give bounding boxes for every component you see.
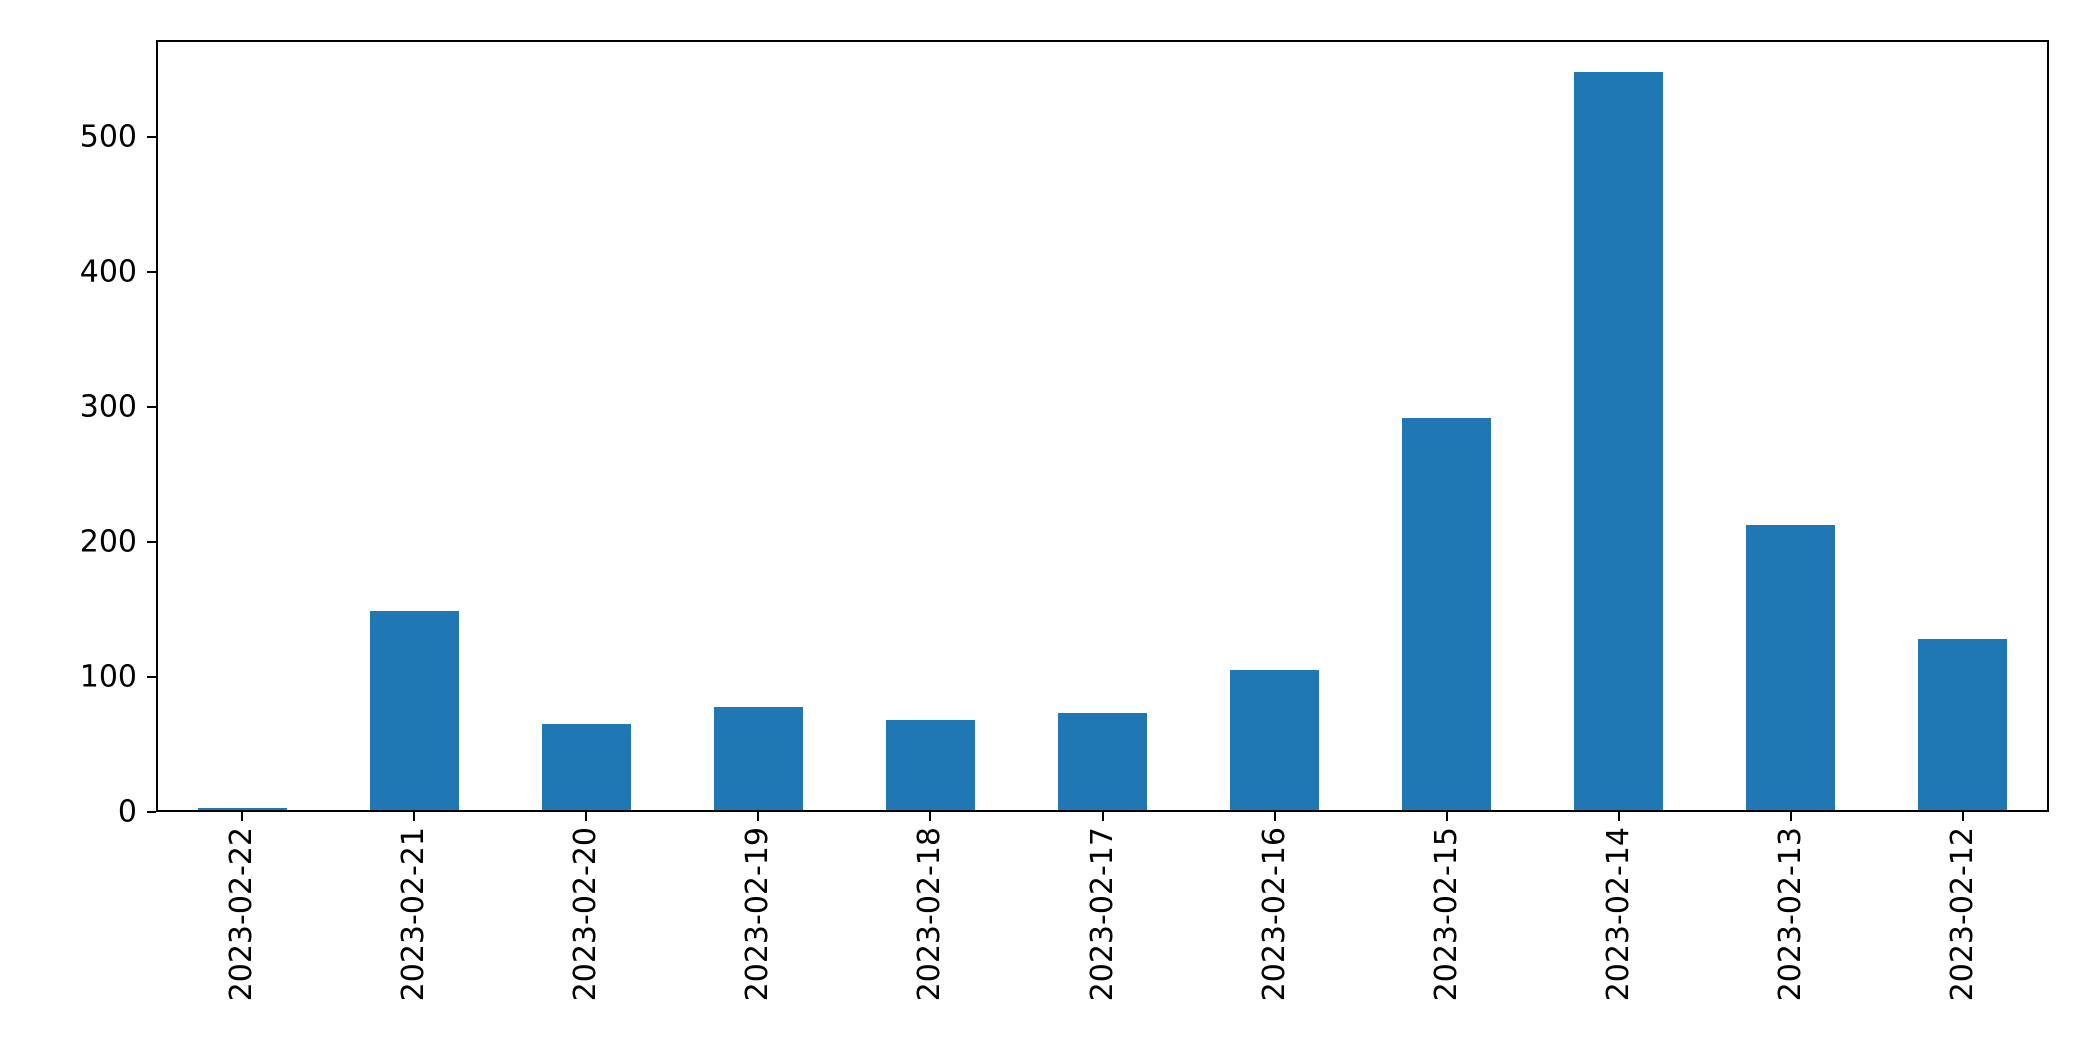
bar — [1230, 670, 1319, 812]
x-tick-mark — [1790, 812, 1792, 821]
bar — [1058, 713, 1147, 812]
x-tick-label: 2023-02-12 — [1945, 827, 1980, 1002]
y-tick-label: 300 — [79, 389, 137, 425]
x-tick-mark — [757, 812, 759, 821]
x-tick-label: 2023-02-18 — [912, 827, 947, 1002]
x-tick-mark — [413, 812, 415, 821]
x-tick-mark — [1102, 812, 1104, 821]
y-tick-mark — [147, 541, 156, 544]
y-tick-label: 400 — [79, 254, 137, 290]
y-tick-label: 100 — [79, 659, 137, 695]
x-tick-mark — [1962, 812, 1964, 821]
x-tick-label: 2023-02-15 — [1429, 827, 1464, 1002]
plot-area — [156, 40, 2049, 812]
y-tick-label: 200 — [79, 524, 137, 560]
y-tick-label: 500 — [79, 119, 137, 155]
x-tick-label: 2023-02-22 — [224, 827, 259, 1002]
bar — [714, 707, 803, 812]
y-tick-mark — [147, 406, 156, 409]
y-tick-mark — [147, 136, 156, 139]
x-tick-label: 2023-02-13 — [1773, 827, 1808, 1002]
y-tick-mark — [147, 811, 156, 813]
x-tick-mark — [1274, 812, 1276, 821]
x-tick-mark — [585, 812, 587, 821]
x-tick-label: 2023-02-17 — [1085, 827, 1120, 1002]
bar — [1574, 72, 1663, 812]
bar — [542, 724, 631, 812]
x-tick-mark — [929, 812, 931, 821]
x-tick-label: 2023-02-21 — [396, 827, 431, 1002]
bar — [1402, 418, 1491, 812]
x-tick-label: 2023-02-19 — [740, 827, 775, 1002]
y-tick-label: 0 — [117, 794, 137, 830]
bar — [886, 720, 975, 812]
bar — [370, 611, 459, 812]
x-tick-label: 2023-02-20 — [568, 827, 603, 1002]
bar — [1746, 525, 1835, 812]
x-tick-mark — [241, 812, 243, 821]
bar — [1918, 639, 2007, 812]
y-tick-mark — [147, 676, 156, 679]
x-tick-label: 2023-02-16 — [1257, 827, 1292, 1002]
y-tick-mark — [147, 271, 156, 274]
x-tick-mark — [1446, 812, 1448, 821]
x-tick-mark — [1618, 812, 1620, 821]
x-tick-label: 2023-02-14 — [1601, 827, 1636, 1002]
